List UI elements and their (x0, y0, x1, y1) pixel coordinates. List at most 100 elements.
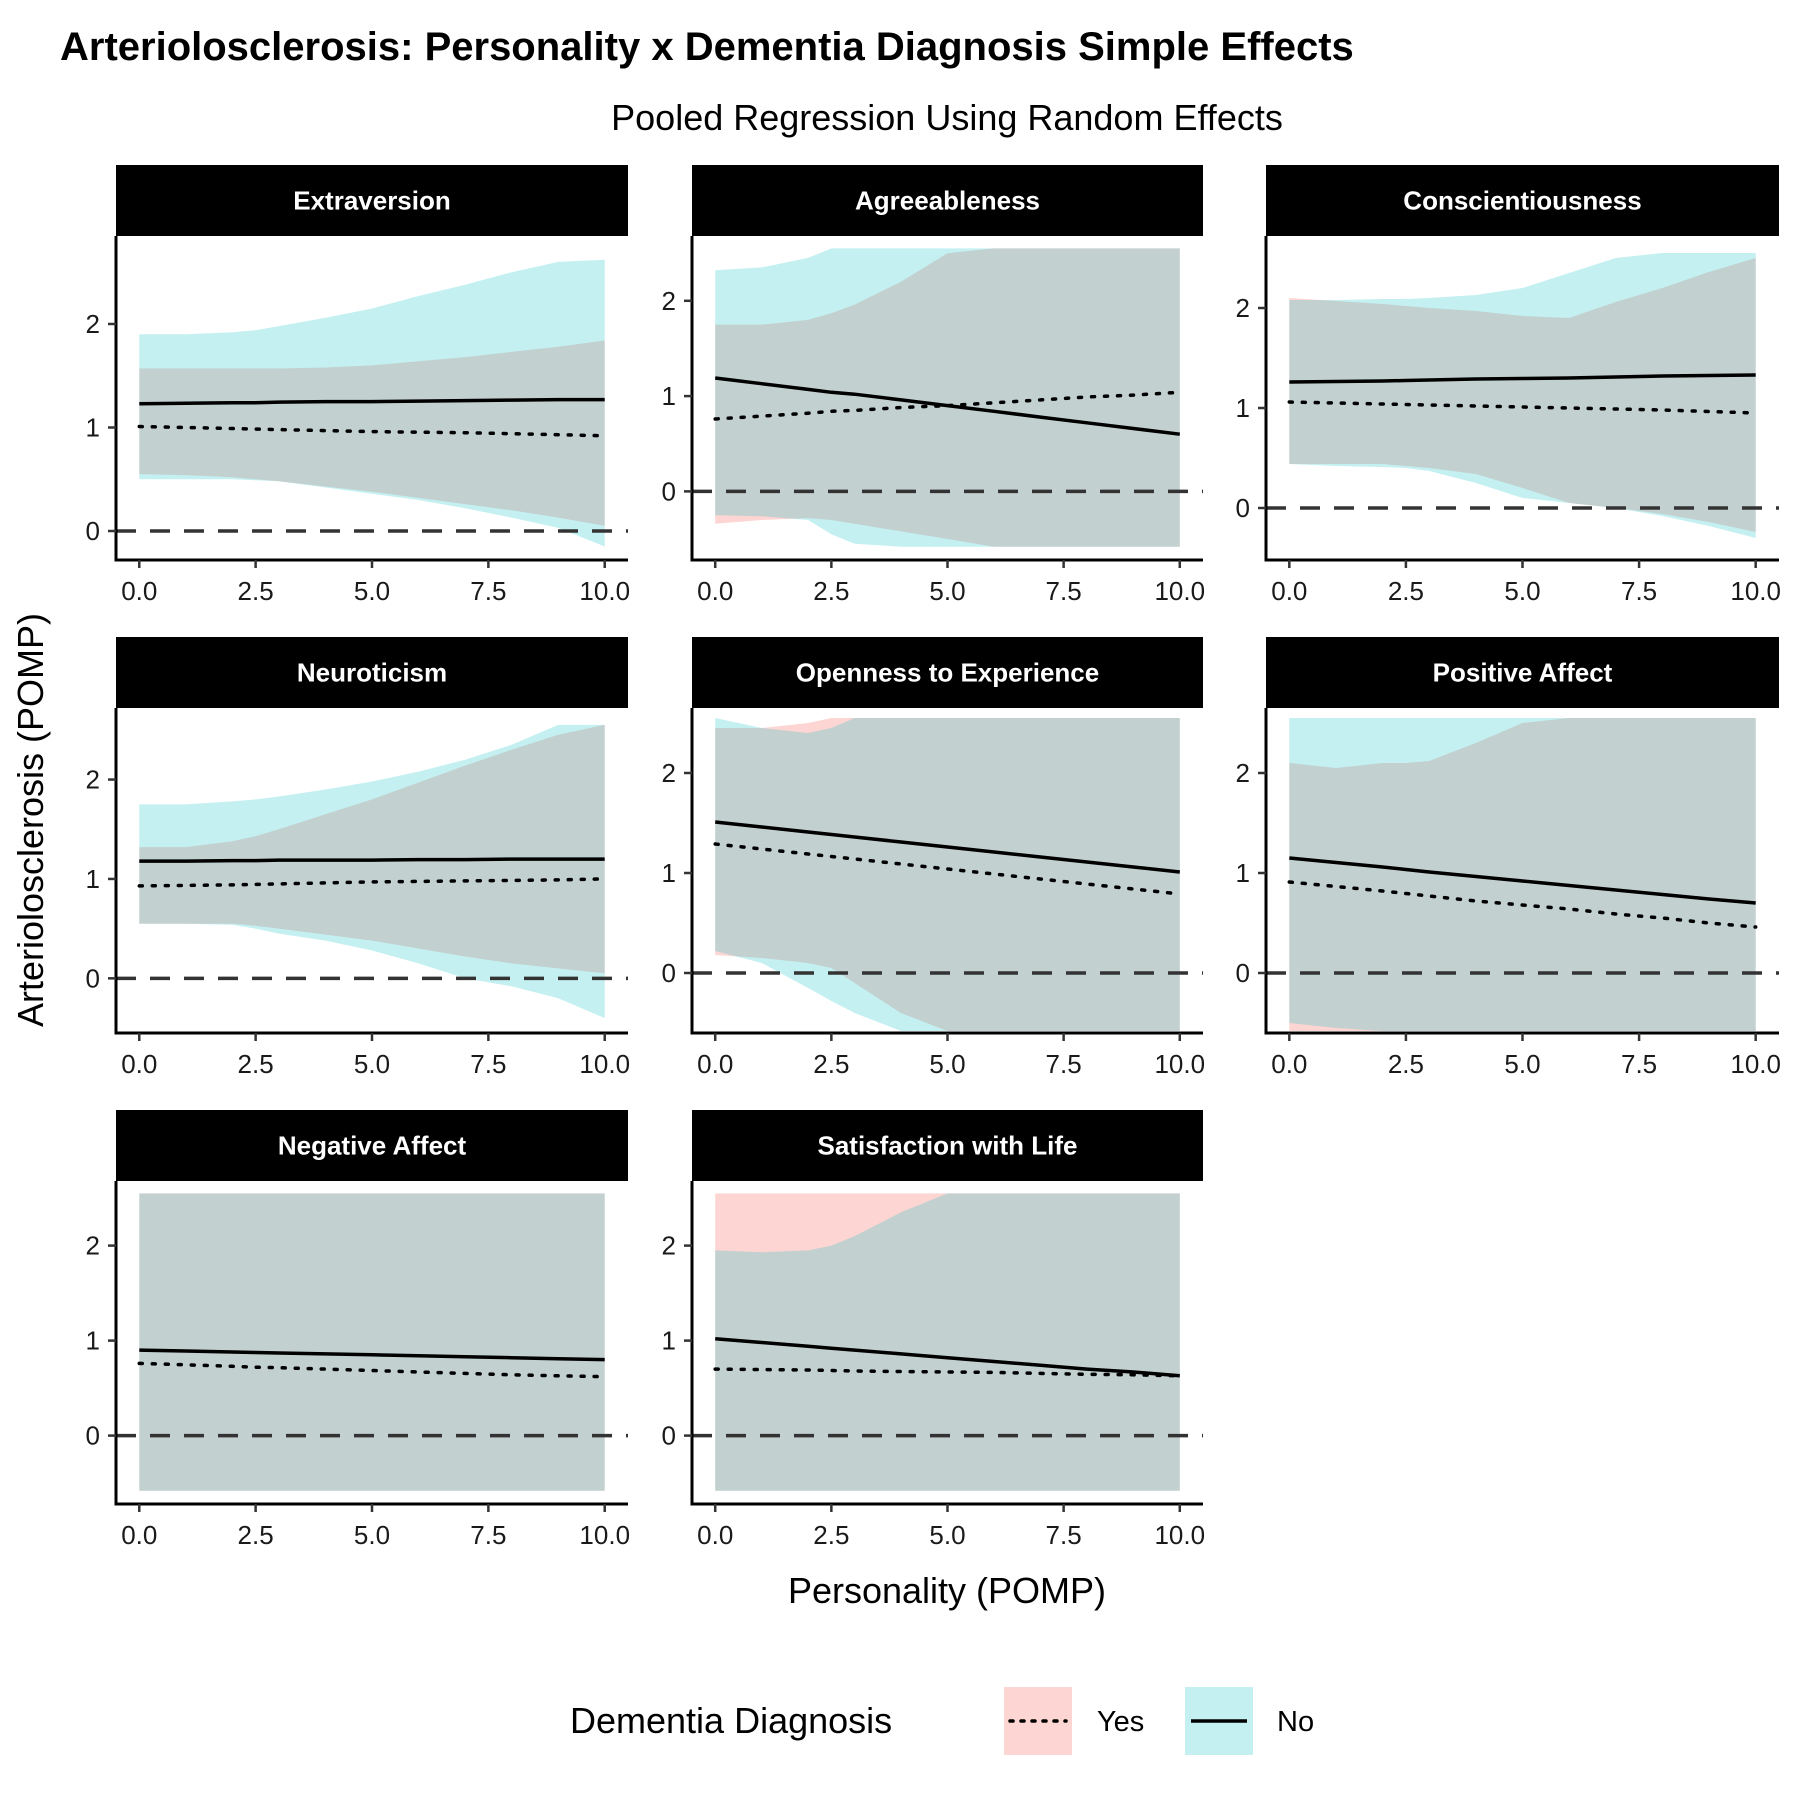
line-no-agreeableness (714, 376, 1181, 436)
panel-satisfaction-with-life: Satisfaction with Life 0.0 2.5 5.0 7.5 10.0 0 1… (662, 1110, 1205, 1550)
x-tick-label-positive-affect-2: 5.0 (1504, 1049, 1540, 1079)
x-tick-label-satisfaction-with-life-2: 5.0 (929, 1520, 965, 1550)
x-tick-label-agreeableness-4: 10.0 (1154, 576, 1205, 606)
y-tick-label-positive-affect-0: 0 (1236, 958, 1250, 988)
ribbon-no-openness-to-experience (715, 718, 1180, 1031)
x-tick-label-conscientiousness-2: 5.0 (1504, 576, 1540, 606)
strip-label-extraversion: Extraversion (293, 186, 451, 216)
strip-negative-affect (116, 1110, 628, 1181)
y-tick-label-extraversion-0: 0 (86, 516, 100, 546)
y-tick-label-positive-affect-1: 1 (1236, 858, 1250, 888)
y-tick-label-conscientiousness-0: 0 (1236, 493, 1250, 523)
legend-key-yes (1004, 1687, 1072, 1755)
x-tick-label-openness-to-experience-4: 10.0 (1154, 1049, 1205, 1079)
x-tick-label-agreeableness-3: 7.5 (1046, 576, 1082, 606)
y-tick-label-satisfaction-with-life-1: 1 (662, 1326, 676, 1356)
x-tick-label-neuroticism-3: 7.5 (470, 1049, 506, 1079)
panel-agreeableness: Agreeableness 0.0 2.5 5.0 7.5 10.0 0 1 2 (662, 165, 1205, 606)
y-tick-label-agreeableness-0: 0 (662, 476, 676, 506)
ribbon-no-satisfaction-with-life (715, 1193, 1180, 1491)
y-tick-label-negative-affect-2: 2 (86, 1231, 100, 1261)
x-tick-label-positive-affect-4: 10.0 (1730, 1049, 1781, 1079)
line-yes-conscientiousness (1287, 400, 1758, 415)
strip-extraversion (116, 165, 628, 236)
line-no-neuroticism (139, 857, 605, 863)
chart-subtitle: Pooled Regression Using Random Effects (611, 97, 1283, 138)
x-tick-label-satisfaction-with-life-3: 7.5 (1046, 1520, 1082, 1550)
ribbon-yes-satisfaction-with-life (715, 1193, 1180, 1491)
line-yes-openness-to-experience (713, 842, 1182, 896)
x-tick-label-neuroticism-0: 0.0 (121, 1049, 157, 1079)
y-tick-label-openness-to-experience-2: 2 (662, 758, 676, 788)
strip-conscientiousness (1266, 165, 1779, 236)
y-tick-label-extraversion-1: 1 (86, 413, 100, 443)
strip-openness-to-experience (692, 637, 1203, 708)
strip-label-neuroticism: Neuroticism (297, 658, 447, 688)
x-tick-label-satisfaction-with-life-1: 2.5 (813, 1520, 849, 1550)
x-tick-label-conscientiousness-3: 7.5 (1621, 576, 1657, 606)
x-tick-label-extraversion-0: 0.0 (121, 576, 157, 606)
x-tick-label-negative-affect-1: 2.5 (238, 1520, 274, 1550)
y-tick-label-neuroticism-0: 0 (86, 963, 100, 993)
line-yes-positive-affect (1287, 880, 1758, 929)
x-tick-label-negative-affect-4: 10.0 (579, 1520, 630, 1550)
ribbon-no-negative-affect (139, 1193, 605, 1491)
panel-extraversion: Extraversion 0.0 2.5 5.0 7.5 10.0 0 1 2 (86, 165, 630, 606)
x-tick-label-negative-affect-3: 7.5 (470, 1520, 506, 1550)
x-tick-label-neuroticism-2: 5.0 (354, 1049, 390, 1079)
line-yes-extraversion (137, 424, 607, 438)
y-tick-label-openness-to-experience-1: 1 (662, 858, 676, 888)
strip-neuroticism (116, 637, 628, 708)
strip-positive-affect (1266, 637, 1779, 708)
ribbon-yes-neuroticism (139, 724, 605, 974)
legend-label-yes: Yes (1097, 1706, 1144, 1738)
y-tick-label-negative-affect-0: 0 (86, 1421, 100, 1451)
ribbon-yes-openness-to-experience (715, 718, 1180, 1031)
legend-title: Dementia Diagnosis (570, 1700, 892, 1741)
legend-label-no: No (1277, 1706, 1314, 1738)
y-tick-label-conscientiousness-1: 1 (1236, 393, 1250, 423)
x-tick-label-extraversion-1: 2.5 (238, 576, 274, 606)
line-no-extraversion (139, 397, 605, 406)
ribbon-yes-conscientiousness (1289, 258, 1756, 532)
x-tick-label-extraversion-3: 7.5 (470, 576, 506, 606)
panel-positive-affect: Positive Affect 0.0 2.5 5.0 7.5 10.0 0 1 2 (1236, 637, 1781, 1079)
x-tick-label-conscientiousness-0: 0.0 (1271, 576, 1307, 606)
strip-label-openness-to-experience: Openness to Experience (796, 658, 1099, 688)
legend-swatch-yes (1004, 1687, 1072, 1755)
x-tick-label-positive-affect-1: 2.5 (1388, 1049, 1424, 1079)
panel-conscientiousness: Conscientiousness 0.0 2.5 5.0 7.5 10.0 0 1 2 (1236, 165, 1781, 606)
y-axis-title: Arteriolosclerosis (POMP) (10, 613, 51, 1027)
line-yes-agreeableness (713, 390, 1182, 421)
y-tick-label-satisfaction-with-life-2: 2 (662, 1231, 676, 1261)
x-tick-label-positive-affect-0: 0.0 (1271, 1049, 1307, 1079)
line-yes-negative-affect (137, 1361, 607, 1379)
x-tick-label-extraversion-4: 10.0 (579, 576, 630, 606)
line-no-positive-affect (1289, 856, 1756, 905)
y-tick-label-neuroticism-1: 1 (86, 864, 100, 894)
line-no-openness-to-experience (715, 820, 1180, 874)
x-tick-label-satisfaction-with-life-4: 10.0 (1154, 1520, 1205, 1550)
y-tick-label-agreeableness-2: 2 (662, 286, 676, 316)
x-tick-label-neuroticism-4: 10.0 (579, 1049, 630, 1079)
ribbon-no-conscientiousness (1289, 253, 1756, 538)
y-tick-label-neuroticism-2: 2 (86, 765, 100, 795)
line-yes-satisfaction-with-life (713, 1367, 1182, 1378)
x-tick-label-positive-affect-3: 7.5 (1621, 1049, 1657, 1079)
line-yes-neuroticism (137, 877, 607, 888)
ribbon-no-neuroticism (139, 724, 605, 1019)
x-tick-label-conscientiousness-1: 2.5 (1388, 576, 1424, 606)
y-tick-label-openness-to-experience-0: 0 (662, 958, 676, 988)
y-tick-label-satisfaction-with-life-0: 0 (662, 1421, 676, 1451)
chart-title: Arteriolosclerosis: Personality x Dement… (60, 25, 1354, 69)
y-tick-label-positive-affect-2: 2 (1236, 758, 1250, 788)
y-tick-label-agreeableness-1: 1 (662, 381, 676, 411)
ribbon-yes-negative-affect (139, 1193, 605, 1491)
strip-satisfaction-with-life (692, 1110, 1203, 1181)
ribbon-yes-extraversion (139, 340, 605, 526)
ribbon-yes-positive-affect (1289, 718, 1756, 1031)
ribbon-no-agreeableness (715, 248, 1180, 547)
line-no-negative-affect (139, 1348, 605, 1362)
ribbon-no-positive-affect (1289, 718, 1756, 1031)
